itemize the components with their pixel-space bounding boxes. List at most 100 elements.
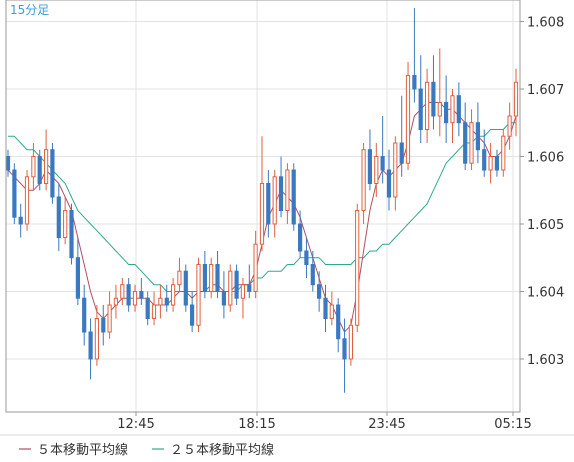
candle-body: [272, 176, 277, 225]
candle-body: [393, 142, 398, 198]
candle: [215, 251, 220, 299]
candle-body: [228, 270, 233, 306]
candle-body: [304, 250, 309, 265]
candle-body: [5, 156, 11, 171]
candle-body: [444, 102, 449, 124]
candle: [355, 203, 360, 332]
plot-frame: [5, 0, 521, 413]
candle: [171, 278, 176, 312]
candle-body: [215, 264, 220, 292]
candle: [145, 291, 150, 326]
ma25-layer: [8, 122, 516, 292]
y-tick-label: 1.606: [527, 151, 564, 166]
candle: [120, 278, 125, 305]
candle: [317, 271, 322, 312]
y-tick-label: 1.604: [527, 286, 564, 301]
candle-body: [488, 156, 493, 171]
candle: [386, 149, 392, 211]
candle: [139, 278, 144, 305]
y-tick-label: 1.608: [527, 16, 564, 31]
candle-body: [355, 210, 360, 326]
legend-ma5-label: ５本移動平均線: [37, 442, 128, 458]
candle: [24, 170, 30, 231]
candle: [412, 8, 417, 103]
candle-body: [278, 176, 284, 212]
candle-body: [151, 304, 157, 319]
candle-body: [367, 149, 372, 184]
candle-body: [164, 297, 169, 306]
candle-body: [374, 156, 379, 184]
candle: [234, 264, 239, 305]
candle: [488, 143, 493, 184]
candle-body: [513, 81, 519, 117]
candle: [37, 149, 42, 191]
candle: [444, 75, 449, 143]
candle: [31, 143, 36, 191]
candle: [367, 129, 372, 191]
candle-body: [132, 291, 138, 306]
candle: [266, 170, 271, 238]
candle: [132, 284, 138, 312]
candle: [190, 291, 195, 332]
candle: [393, 136, 398, 211]
candle: [361, 143, 366, 224]
candle-body: [202, 264, 208, 292]
candle: [88, 318, 93, 380]
candle: [101, 305, 106, 346]
candle-body: [482, 149, 487, 171]
y-axis-labels: 1.603 1.604 1.605 1.606 1.607 1.608: [520, 16, 564, 368]
candle-body: [107, 304, 112, 333]
candle-body: [88, 331, 93, 360]
candle: [164, 284, 169, 312]
candle: [456, 82, 461, 137]
candle-body: [507, 115, 512, 137]
candle: [329, 291, 334, 326]
candle: [56, 183, 61, 251]
candle-body: [69, 210, 74, 259]
candle: [291, 163, 296, 231]
candle: [431, 55, 436, 130]
legend-ma25-label: ２５本移動平均線: [170, 442, 274, 458]
candle-body: [171, 284, 176, 306]
candle-body: [323, 297, 328, 320]
candle: [469, 109, 474, 170]
candle-body: [291, 169, 296, 225]
candle-body: [18, 216, 23, 225]
candle: [113, 284, 119, 319]
x-tick-label: 18:15: [238, 417, 275, 432]
candle: [196, 257, 201, 332]
candle-body: [82, 297, 87, 333]
candle-body: [361, 149, 366, 211]
candle: [425, 68, 430, 143]
candle-body: [120, 284, 125, 299]
candle-body: [266, 183, 271, 225]
candle: [82, 284, 87, 346]
candle: [158, 284, 163, 319]
candle-body: [348, 324, 353, 360]
candle-body: [259, 183, 265, 245]
candle-body: [456, 95, 461, 124]
y-tick-label: 1.607: [527, 83, 564, 98]
candle-body: [12, 169, 17, 218]
candle: [126, 278, 131, 312]
candle: [107, 291, 112, 339]
x-tick-label: 12:45: [117, 417, 154, 432]
candle-body: [298, 223, 303, 252]
y-tick-label: 1.603: [527, 353, 564, 368]
candle: [202, 251, 208, 299]
candle-body: [139, 291, 144, 299]
candle-body: [285, 169, 290, 211]
x-tick-label: 23:45: [368, 417, 405, 432]
candle-body: [234, 270, 239, 299]
candle: [513, 68, 519, 137]
candle-body: [63, 210, 68, 238]
candle: [507, 102, 512, 150]
candle-body: [463, 122, 468, 164]
candle: [94, 305, 100, 366]
x-tick-label: 05:15: [494, 417, 531, 432]
candle-body: [317, 284, 322, 299]
candle: [437, 48, 442, 137]
legend: ５本移動平均線 ２５本移動平均線: [19, 442, 274, 458]
